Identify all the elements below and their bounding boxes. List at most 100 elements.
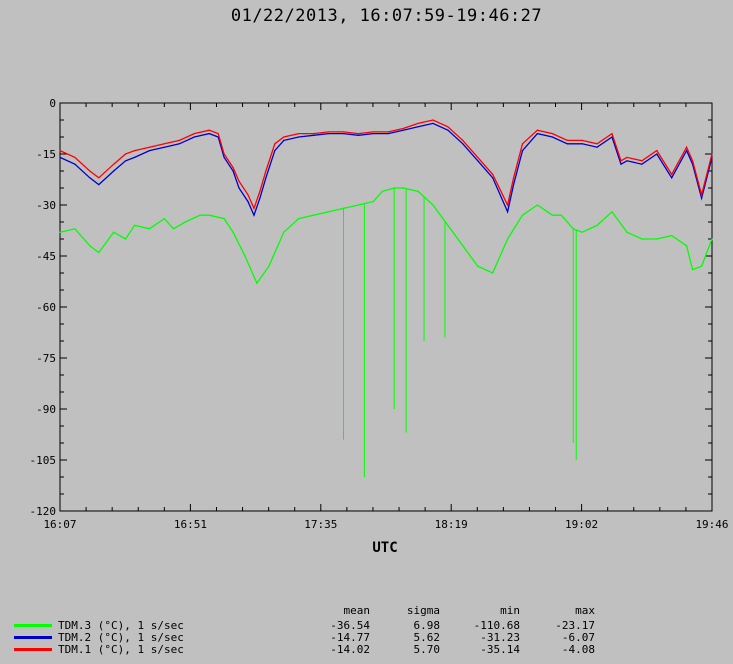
data-point: [238, 187, 240, 189]
data-point: [536, 133, 539, 135]
data-point: [253, 207, 255, 209]
chart-title: 01/22/2013, 16:07:59-19:46:27: [230, 6, 543, 26]
data-point: [596, 146, 598, 148]
data-point: [506, 238, 509, 240]
data-point: [551, 214, 553, 216]
data-point: [521, 143, 524, 145]
data-point: [596, 224, 598, 226]
data-point: [163, 218, 166, 220]
stats-header-mean: mean: [343, 604, 371, 617]
x-tick-label: 16:51: [174, 518, 207, 531]
data-point: [656, 150, 658, 152]
data-point: [492, 272, 494, 274]
y-tick-label: -75: [36, 352, 56, 365]
data-point: [327, 211, 330, 213]
x-tick-label: 19:46: [695, 518, 728, 531]
data-point: [626, 160, 628, 162]
data-point: [402, 129, 404, 131]
data-point: [283, 139, 285, 141]
y-tick-label: -30: [36, 199, 56, 212]
data-point: [477, 160, 479, 162]
data-point: [536, 129, 539, 131]
data-point: [560, 214, 562, 216]
data-point: [656, 153, 658, 155]
stat-sigma: 5.62: [413, 631, 441, 644]
data-point: [432, 122, 434, 124]
data-point: [566, 143, 568, 145]
data-point: [581, 231, 583, 233]
data-point: [462, 139, 464, 141]
data-point: [402, 127, 404, 130]
data-point: [372, 133, 374, 135]
data-point: [133, 224, 136, 226]
data-point: [611, 211, 613, 213]
stats-header-max: max: [575, 604, 595, 617]
data-point: [178, 143, 180, 145]
data-point: [387, 131, 389, 133]
data-point: [611, 133, 613, 135]
data-point: [626, 156, 628, 158]
data-point: [462, 245, 464, 247]
data-point: [113, 163, 115, 165]
data-point: [298, 136, 300, 138]
data-point: [148, 228, 151, 230]
data-point: [700, 197, 703, 199]
series-line-tdm-2: [59, 122, 713, 217]
legend-swatch: [14, 636, 52, 639]
data-point: [387, 133, 389, 135]
data-point: [133, 150, 136, 152]
data-point: [89, 177, 91, 179]
stat-sigma: 5.70: [413, 643, 441, 656]
data-point: [313, 214, 315, 216]
y-tick-label: -90: [36, 403, 56, 416]
data-point: [247, 194, 249, 196]
data-point: [98, 184, 100, 186]
legend-row: TDM.2 (°C), 1 s/sec -14.77 5.62 -31.23 -6.07: [0, 631, 733, 644]
data-point: [492, 173, 494, 175]
data-point: [512, 184, 515, 186]
data-point: [357, 134, 359, 136]
stat-max: -23.17: [555, 619, 595, 632]
data-point: [268, 265, 270, 267]
data-point: [417, 126, 419, 128]
data-point: [163, 143, 166, 145]
x-tick-label: 17:35: [304, 518, 337, 531]
data-point: [327, 131, 330, 133]
data-point: [59, 150, 61, 152]
data-point: [256, 282, 258, 284]
data-point: [447, 129, 449, 131]
data-point: [232, 167, 234, 169]
data-point: [620, 160, 622, 162]
data-point: [274, 150, 276, 152]
data-point: [447, 224, 449, 226]
data-point: [59, 156, 61, 158]
series-line-tdm-3: [59, 187, 713, 285]
data-point: [98, 252, 100, 254]
data-point: [402, 187, 404, 189]
data-point: [208, 214, 210, 216]
data-point: [432, 119, 434, 121]
data-point: [125, 160, 127, 162]
data-point: [259, 190, 261, 192]
data-point: [521, 214, 524, 216]
data-point: [566, 139, 568, 141]
data-point: [327, 133, 330, 135]
data-point: [506, 204, 509, 206]
data-point: [232, 231, 234, 233]
data-point: [536, 204, 539, 206]
data-point: [223, 153, 225, 155]
data-point: [148, 146, 151, 148]
legend-swatch: [14, 624, 52, 627]
data-point: [298, 218, 300, 220]
data-point: [581, 143, 583, 145]
plot-frame: [59, 102, 713, 512]
stat-min: -110.68: [473, 619, 520, 632]
data-point: [178, 139, 180, 141]
data-point: [74, 156, 76, 158]
data-point: [89, 170, 91, 172]
data-point: [656, 238, 658, 240]
x-tick-label: 19:02: [565, 518, 598, 531]
data-point: [671, 177, 673, 179]
data-point: [686, 146, 688, 148]
data-point: [298, 133, 300, 135]
